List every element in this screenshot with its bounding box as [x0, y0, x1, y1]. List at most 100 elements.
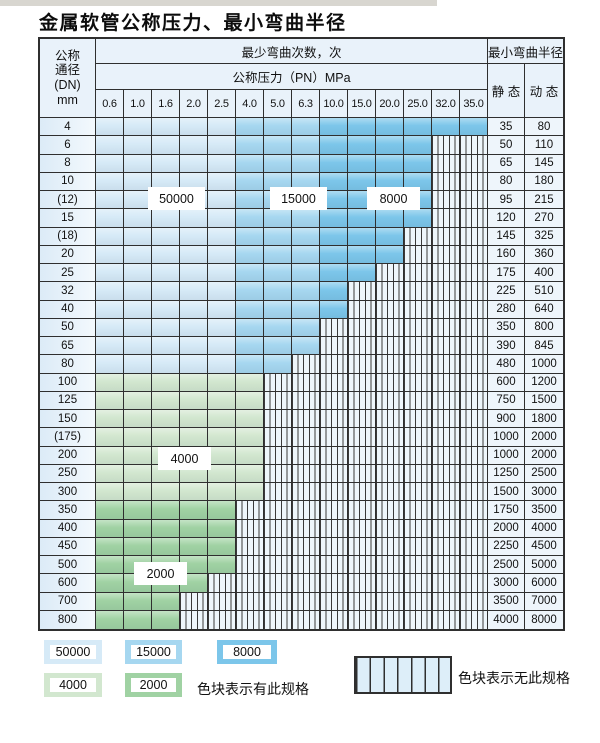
no-spec-cell — [376, 355, 404, 374]
pressure-col-6.3: 6.3 — [292, 90, 320, 118]
spec-cell-50000 — [180, 264, 208, 283]
spec-cell-15000 — [292, 300, 320, 319]
no-spec-cell — [292, 446, 320, 465]
spec-cell-4000 — [208, 373, 236, 392]
spec-cell-2000 — [180, 519, 208, 538]
no-spec-cell — [208, 592, 236, 611]
no-spec-cell — [376, 410, 404, 429]
spec-cell-2000 — [124, 592, 152, 611]
no-spec-cell — [292, 373, 320, 392]
dn-label-8: 8 — [40, 154, 96, 173]
dynamic-value: 4000 — [525, 519, 563, 538]
spec-cell-50000 — [180, 227, 208, 246]
spec-cell-15000 — [264, 264, 292, 283]
no-spec-cell — [376, 264, 404, 283]
legend-swatch-50000: 50000 — [44, 640, 102, 664]
no-spec-cell — [432, 501, 460, 520]
spec-cell-2000 — [152, 501, 180, 520]
spec-cell-15000 — [292, 172, 320, 191]
spec-cell-8000 — [348, 118, 376, 137]
spec-cell-50000 — [180, 154, 208, 173]
dynamic-value: 2000 — [525, 446, 563, 465]
no-spec-cell — [292, 464, 320, 483]
dn-label-100: 100 — [40, 373, 96, 392]
spec-cell-15000 — [264, 227, 292, 246]
dynamic-value: 145 — [525, 154, 563, 173]
spec-cell-2000 — [124, 519, 152, 538]
spec-cell-15000 — [292, 264, 320, 283]
spec-cell-8000 — [320, 172, 348, 191]
spec-cell-50000 — [180, 355, 208, 374]
spec-cell-50000 — [96, 191, 124, 210]
no-spec-cell — [432, 610, 460, 629]
dynamic-value: 110 — [525, 136, 563, 155]
spec-cell-2000 — [152, 610, 180, 629]
dynamic-value: 1200 — [525, 373, 563, 392]
dn-label-300: 300 — [40, 483, 96, 502]
no-spec-cell — [432, 483, 460, 502]
spec-cell-8000 — [320, 209, 348, 228]
top-gray-bar — [0, 0, 437, 6]
no-spec-cell — [236, 556, 264, 575]
legend-swatch-2000-label: 2000 — [131, 678, 176, 692]
pressure-col-2.0: 2.0 — [180, 90, 208, 118]
no-spec-cell — [404, 501, 432, 520]
spec-cell-2000 — [152, 592, 180, 611]
no-spec-cell — [432, 519, 460, 538]
static-value: 2000 — [488, 519, 525, 538]
no-spec-cell — [264, 410, 292, 429]
spec-cell-15000 — [264, 300, 292, 319]
spec-cell-50000 — [208, 318, 236, 337]
dynamic-value: 325 — [525, 227, 563, 246]
no-spec-cell — [292, 501, 320, 520]
dn-label-700: 700 — [40, 592, 96, 611]
static-value: 480 — [488, 355, 525, 374]
no-spec-cell — [376, 537, 404, 556]
pressure-col-35.0: 35.0 — [460, 90, 488, 118]
spec-cell-50000 — [180, 136, 208, 155]
no-spec-cell — [460, 519, 488, 538]
no-spec-cell — [432, 191, 460, 210]
dn-label-32: 32 — [40, 282, 96, 301]
spec-cell-2000 — [124, 501, 152, 520]
dynamic-value: 7000 — [525, 592, 563, 611]
pressure-header: 公称压力（PN）MPa — [96, 64, 488, 90]
spec-cell-8000 — [376, 245, 404, 264]
no-spec-cell — [348, 610, 376, 629]
spec-cell-50000 — [124, 337, 152, 356]
no-spec-cell — [376, 373, 404, 392]
no-spec-cell — [320, 464, 348, 483]
spec-cell-15000 — [264, 118, 292, 137]
static-value: 80 — [488, 172, 525, 191]
spec-cell-50000 — [152, 355, 180, 374]
no-spec-cell — [432, 464, 460, 483]
spec-cell-50000 — [124, 355, 152, 374]
no-spec-cell — [348, 556, 376, 575]
no-spec-cell — [236, 610, 264, 629]
spec-cell-8000 — [376, 118, 404, 137]
dynamic-value: 2500 — [525, 464, 563, 483]
no-spec-cell — [432, 264, 460, 283]
spec-cell-8000 — [404, 154, 432, 173]
spec-cell-15000 — [236, 191, 264, 210]
no-spec-cell — [460, 464, 488, 483]
no-spec-cell — [320, 355, 348, 374]
spec-cell-50000 — [208, 154, 236, 173]
spec-cell-2000 — [96, 556, 124, 575]
static-value: 600 — [488, 373, 525, 392]
spec-cell-50000 — [124, 118, 152, 137]
no-spec-cell — [404, 464, 432, 483]
legend-no-spec-swatch — [354, 656, 452, 694]
no-spec-cell — [236, 501, 264, 520]
no-spec-cell — [460, 610, 488, 629]
spec-cell-15000 — [292, 282, 320, 301]
dynamic-value: 5000 — [525, 556, 563, 575]
no-spec-cell — [460, 282, 488, 301]
legend-no-spec-text: 色块表示无此规格 — [458, 670, 570, 686]
spec-cell-15000 — [236, 118, 264, 137]
dn-label-65: 65 — [40, 337, 96, 356]
no-spec-cell — [348, 282, 376, 301]
static-value: 1750 — [488, 501, 525, 520]
spec-cell-50000 — [152, 136, 180, 155]
